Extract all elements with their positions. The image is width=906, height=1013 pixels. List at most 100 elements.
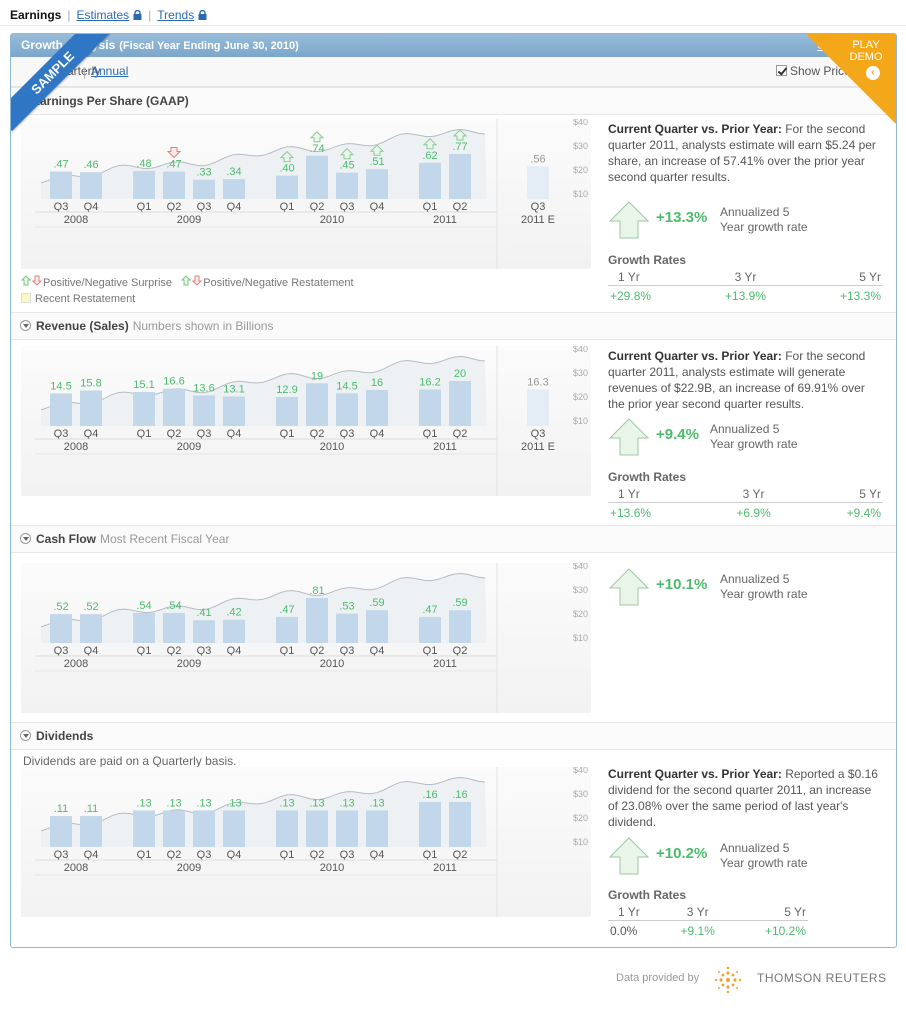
bar-value-label: .13 xyxy=(196,797,211,809)
demo-demo-text: DEMO xyxy=(849,51,883,63)
bar-value-label: .13 xyxy=(279,797,294,809)
price-tick-label: $40 xyxy=(573,119,588,127)
chart-bar xyxy=(193,620,215,643)
quarter-label: Q1 xyxy=(137,849,152,861)
year-label: 2009 xyxy=(177,658,201,670)
price-tick-label: $30 xyxy=(573,141,588,151)
year-label: 2011 E xyxy=(521,441,555,453)
bar-value-label: .13 xyxy=(309,797,324,809)
growth-up-arrow-icon xyxy=(608,837,650,875)
dividends-summary-text: Reported a $0.16 dividend for the second… xyxy=(608,767,878,829)
revenue-summary: Current Quarter vs. Prior Year: For the … xyxy=(608,348,883,412)
chart-bar xyxy=(366,169,388,199)
rate-label: 3 Yr xyxy=(742,486,765,501)
quarter-label: Q3 xyxy=(197,849,212,861)
revenue-chart-area: $40 $30 $20 $10 14.5 Q3 15.8 Q4 15.1 Q1 16.6 Q2 13.6… xyxy=(21,344,591,496)
bar-value-label: .16 xyxy=(452,789,467,801)
bar-value-label: .46 xyxy=(83,159,98,171)
period-divider: | xyxy=(83,65,87,79)
annualized-label-line2: Year growth rate xyxy=(720,587,808,601)
quarter-label: Q4 xyxy=(227,645,242,657)
chart-bar xyxy=(419,389,441,426)
quarter-label: Q4 xyxy=(227,428,242,440)
year-label: 2011 E xyxy=(521,214,555,226)
cashflow-section-header[interactable]: Cash Flow Most Recent Fiscal Year xyxy=(11,525,896,553)
chart-bar xyxy=(163,388,185,426)
rate-label: 1 Yr xyxy=(618,486,640,501)
tab-estimates-label[interactable]: Estimates xyxy=(76,8,130,22)
bar-value-label: .48 xyxy=(136,158,151,170)
bar-value-label: 15.1 xyxy=(133,379,154,391)
panel-header: Growth Analysis(Fiscal Year Ending June … xyxy=(11,34,896,57)
dividends-annualized-label: Annualized 5 Year growth rate xyxy=(720,841,808,871)
bar-value-label: 13.6 xyxy=(193,382,214,394)
period-annual[interactable]: Annual xyxy=(91,64,129,78)
rate-label: 1 Yr xyxy=(618,269,640,284)
quarter-label: Q4 xyxy=(227,849,242,861)
chart-bar xyxy=(80,614,102,643)
quarter-label: Q1 xyxy=(280,849,295,861)
tab-trends-label[interactable]: Trends xyxy=(157,8,195,22)
rate-label: 5 Yr xyxy=(859,269,881,284)
revenue-growth: +9.4% Annualized 5 Year growth rate xyxy=(608,418,883,462)
bar-value-label: .40 xyxy=(279,163,294,175)
lock-icon xyxy=(198,10,207,20)
collapse-toggle-icon[interactable] xyxy=(20,533,31,544)
positive-surprise-icon xyxy=(339,147,355,160)
year-label: 2008 xyxy=(64,862,88,874)
chart-bar xyxy=(223,396,245,426)
bar-value-label: .13 xyxy=(166,797,181,809)
recent-restatement-swatch xyxy=(21,293,31,303)
chart-bar xyxy=(223,619,245,643)
year-label: 2008 xyxy=(64,214,88,226)
sample-ribbon: SAMPLE xyxy=(11,34,111,134)
positive-surprise-icon xyxy=(279,150,295,163)
chart-bar xyxy=(50,171,72,199)
rate-value: +6.9% xyxy=(712,501,796,521)
revenue-section-header[interactable]: Revenue (Sales) Numbers shown in Billions xyxy=(11,312,896,340)
quarter-label: Q2 xyxy=(310,428,325,440)
rate-label: 3 Yr xyxy=(734,269,757,284)
quarter-label: Q4 xyxy=(84,849,99,861)
chart-bar xyxy=(276,810,298,847)
quarter-label: Q3 xyxy=(340,428,355,440)
chart-bar xyxy=(80,390,102,426)
quarter-label: Q1 xyxy=(423,849,438,861)
annualized-label-line1: Annualized 5 xyxy=(720,572,790,586)
demo-label[interactable]: PLAY DEMO xyxy=(846,39,886,63)
bar-value-label: .59 xyxy=(452,597,467,609)
quarter-label: Q1 xyxy=(423,201,438,213)
show-price-checkbox[interactable] xyxy=(776,65,787,76)
annualized-label-line1: Annualized 5 xyxy=(710,422,780,436)
dividends-section-header[interactable]: Dividends xyxy=(11,722,896,750)
eps-section-header[interactable]: Earnings Per Share (GAAP) xyxy=(11,87,896,115)
quarter-label: Q3 xyxy=(197,428,212,440)
quarter-label: Q3 xyxy=(54,201,69,213)
quarter-label: Q3 xyxy=(340,201,355,213)
bar-value-label: 16.3 xyxy=(527,376,548,388)
eps-summary: Current Quarter vs. Prior Year: For the … xyxy=(608,121,883,185)
tab-earnings[interactable]: Earnings xyxy=(10,8,62,22)
year-label: 2008 xyxy=(64,441,88,453)
bar-value-label: .13 xyxy=(369,797,384,809)
play-demo-corner[interactable]: PLAY DEMO ‹ xyxy=(806,34,896,124)
collapse-toggle-icon[interactable] xyxy=(20,730,31,741)
price-tick-label: $10 xyxy=(573,416,588,426)
play-icon[interactable]: ‹ xyxy=(866,66,880,80)
growth-analysis-panel: Growth Analysis(Fiscal Year Ending June … xyxy=(10,33,897,948)
price-tick-label: $10 xyxy=(573,633,588,643)
tab-trends[interactable]: Trends xyxy=(157,8,207,22)
price-line xyxy=(40,355,486,411)
chart-bar xyxy=(133,810,155,847)
chart-bar xyxy=(80,816,102,847)
tab-estimates[interactable]: Estimates xyxy=(76,8,142,22)
tab-underline xyxy=(0,25,906,26)
chart-bar xyxy=(306,598,328,643)
data-provided-label: Data provided by xyxy=(616,972,700,984)
dividends-rates-table: 1 Yr 3 Yr 5 Yr 0.0% +9.1% +10.2% xyxy=(608,904,808,939)
quarter-label: Q1 xyxy=(423,645,438,657)
surprise-arrows-icon xyxy=(20,275,43,286)
chart-bar xyxy=(80,172,102,199)
cashflow-annualized-label: Annualized 5 Year growth rate xyxy=(720,572,808,602)
collapse-toggle-icon[interactable] xyxy=(20,320,31,331)
